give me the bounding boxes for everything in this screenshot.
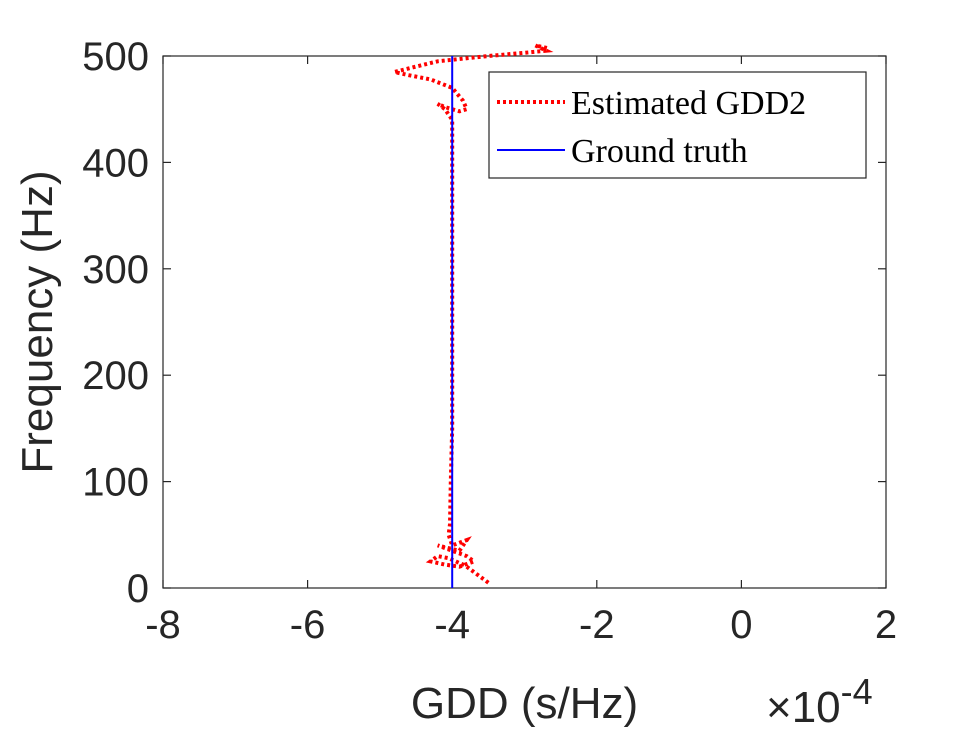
- y-tick-label: 100: [82, 461, 149, 505]
- y-tick-label: 500: [82, 35, 149, 79]
- x-tick-label: -2: [579, 603, 615, 647]
- legend-box: [488, 71, 867, 179]
- x-axis-exponent: ×10-4: [766, 671, 873, 732]
- y-tick-label: 400: [82, 141, 149, 185]
- y-tick-label: 200: [82, 354, 149, 398]
- x-axis-exponent-power: -4: [841, 671, 873, 712]
- y-tick-label: 0: [127, 567, 149, 611]
- axis-ticks: [162, 55, 887, 589]
- x-tick-label: -4: [434, 603, 470, 647]
- legend: Estimated GDD2 Ground truth: [488, 71, 867, 179]
- legend-label-estimated: Estimated GDD2: [571, 85, 806, 122]
- x-tick-label: 0: [730, 603, 752, 647]
- x-tick-label: -8: [145, 603, 181, 647]
- x-axis-label: GDD (s/Hz): [411, 679, 638, 728]
- x-axis-exponent-base: ×10: [766, 683, 841, 732]
- series-group: [393, 43, 554, 588]
- legend-label-ground-truth: Ground truth: [571, 133, 748, 170]
- series-estimated-gdd2: [393, 43, 554, 585]
- x-tick-label: -6: [290, 603, 326, 647]
- y-tick-label: 300: [82, 248, 149, 292]
- x-tick-label: 2: [875, 603, 897, 647]
- y-axis-label: Frequency (Hz): [13, 170, 62, 473]
- tick-labels: -8 -6 -4 -2 0 2 0 100 200 300 400 500: [82, 35, 897, 647]
